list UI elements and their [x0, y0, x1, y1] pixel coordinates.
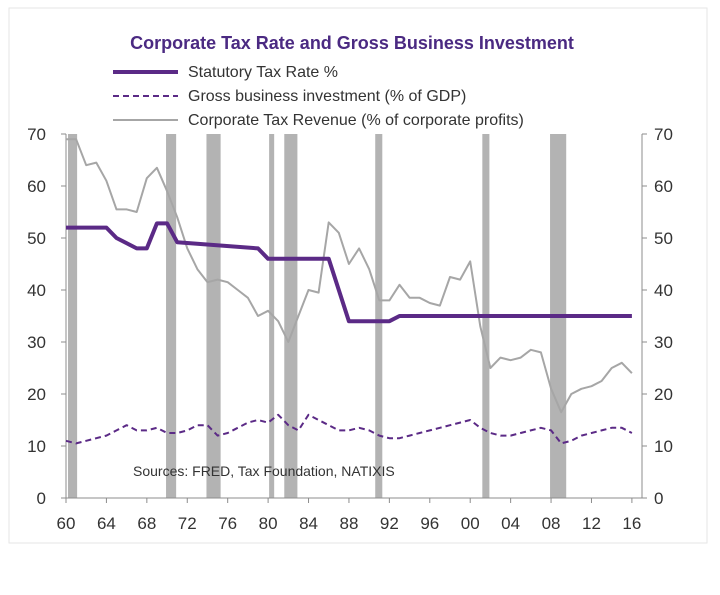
series-group	[65, 138, 633, 445]
legend-label-2: Gross business investment (% of GDP)	[188, 88, 466, 105]
right-y-tick-label: 0	[654, 489, 663, 508]
x-tick-label: 60	[57, 514, 76, 533]
x-tick-label: 08	[542, 514, 561, 533]
recession-band	[206, 134, 221, 498]
right-y-tick-label: 40	[654, 281, 673, 300]
left-y-tick-label: 50	[27, 229, 46, 248]
series-line-2	[65, 413, 633, 445]
legend-label-1: Statutory Tax Rate %	[188, 64, 338, 81]
x-tick-label: 00	[461, 514, 480, 533]
x-tick-label: 96	[420, 514, 439, 533]
recession-band	[68, 134, 78, 498]
left-y-tick-label: 20	[27, 385, 46, 404]
x-tick-label: 04	[501, 514, 520, 533]
x-tick-label: 64	[97, 514, 116, 533]
recession-band	[269, 134, 275, 498]
x-tick-label: 12	[582, 514, 601, 533]
left-y-tick-label: 60	[27, 177, 46, 196]
series-line-1	[66, 221, 632, 324]
source-note: Sources: FRED, Tax Foundation, NATIXIS	[133, 463, 395, 479]
right-y-tick-label: 30	[654, 333, 673, 352]
series-line-3	[66, 138, 633, 414]
recession-band	[166, 134, 177, 498]
right-y-tick-label: 60	[654, 177, 673, 196]
left-y-tick-label: 10	[27, 437, 46, 456]
left-y-tick-label: 30	[27, 333, 46, 352]
left-y-tick-label: 70	[27, 125, 46, 144]
x-tick-label: 80	[259, 514, 278, 533]
left-y-tick-label: 0	[37, 489, 46, 508]
x-tick-label: 68	[137, 514, 156, 533]
chart-title: Corporate Tax Rate and Gross Business In…	[130, 33, 574, 53]
x-tick-label: 76	[218, 514, 237, 533]
recession-band	[284, 134, 298, 498]
chart-frame	[8, 7, 708, 544]
recession-band	[375, 134, 383, 498]
right-y-tick-label: 10	[654, 437, 673, 456]
legend: Statutory Tax Rate % Gross business inves…	[113, 64, 524, 129]
x-tick-label: 92	[380, 514, 399, 533]
legend-label-3: Corporate Tax Revenue (% of corporate pr…	[188, 112, 524, 129]
right-y-tick-label: 20	[654, 385, 673, 404]
right-y-tick-label: 50	[654, 229, 673, 248]
x-tick-label: 84	[299, 514, 318, 533]
x-tick-label: 72	[178, 514, 197, 533]
x-tick-label: 88	[339, 514, 358, 533]
right-y-tick-label: 70	[654, 125, 673, 144]
x-tick-label: 16	[622, 514, 641, 533]
left-y-tick-label: 40	[27, 281, 46, 300]
